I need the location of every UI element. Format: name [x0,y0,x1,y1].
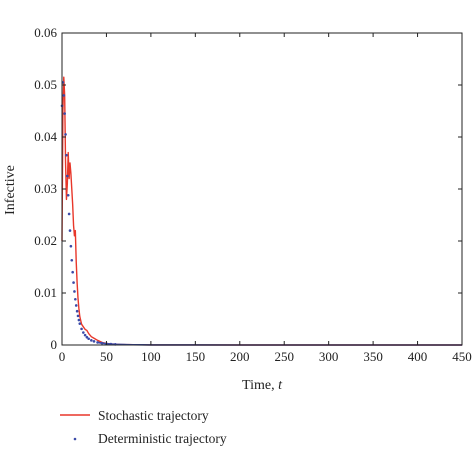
y-axis-label: Infective [3,165,18,215]
plot-area [60,76,462,346]
x-tick-label: 50 [100,349,113,364]
x-tick-label: 150 [186,349,206,364]
data-point [69,244,73,248]
legend: Stochastic trajectory Deterministic traj… [60,408,227,446]
data-point [78,322,82,325]
axes: 0 50 100 150 200 250 300 350 400 450 0 0.01 0.02 0.03… [34,25,472,364]
data-point [74,297,77,301]
data-point [66,193,70,197]
data-point [62,94,66,97]
x-tick-label: 300 [319,349,339,364]
data-point [76,314,80,318]
x-tick-label: 200 [230,349,250,364]
data-point [73,290,76,293]
data-point [82,331,85,334]
data-point [80,327,83,331]
data-point [72,281,75,284]
y-tick-label: 0.04 [34,129,57,144]
data-point [67,212,71,216]
data-point [65,153,68,157]
x-tick-label: 100 [141,349,161,364]
y-tick-label: 0.02 [34,233,57,248]
data-point [68,229,72,232]
data-point [85,335,89,339]
data-point [63,112,66,115]
data-point [90,339,93,342]
x-axis-label: Time, t [242,378,283,393]
y-tick-label: 0.06 [34,25,57,40]
y-tick-label: 0.05 [34,77,57,92]
series-dots-deterministic [60,81,117,346]
data-point [64,133,67,136]
data-point [92,340,96,343]
legend-deterministic-swatch [73,437,77,441]
data-point [87,337,90,341]
plot-frame [61,32,463,346]
data-point [75,309,79,313]
legend-stochastic-label: Stochastic trajectory [98,408,209,423]
data-point [66,174,69,178]
data-point [77,318,81,322]
x-tick-label: 350 [363,349,383,364]
data-point [71,270,74,274]
x-tick-label: 450 [452,349,472,364]
x-tick-label: 250 [274,349,294,364]
series-line-stochastic [61,76,462,346]
legend-deterministic-label: Deterministic trajectory [98,431,227,446]
data-point [83,333,87,337]
y-tick-label: 0 [51,337,58,352]
data-point [74,304,78,307]
y-tick-label: 0.03 [34,181,57,196]
y-tick-label: 0.01 [34,285,57,300]
data-point [70,258,74,262]
x-tick-label: 0 [59,349,66,364]
x-tick-label: 400 [408,349,428,364]
